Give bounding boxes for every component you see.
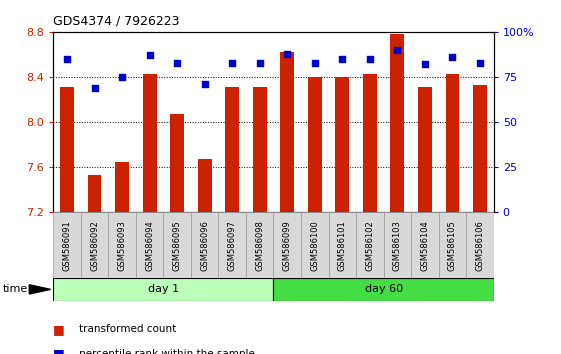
Point xyxy=(310,60,319,65)
Text: GSM586096: GSM586096 xyxy=(200,220,209,270)
Point xyxy=(420,62,429,67)
Bar xyxy=(198,159,211,212)
Text: GSM586102: GSM586102 xyxy=(365,220,374,270)
Bar xyxy=(273,278,494,301)
Bar xyxy=(301,212,329,278)
Bar xyxy=(171,114,184,212)
Text: GSM586106: GSM586106 xyxy=(475,220,484,270)
Text: GSM586091: GSM586091 xyxy=(63,220,72,270)
Text: GSM586097: GSM586097 xyxy=(228,220,237,270)
Bar xyxy=(136,212,163,278)
Bar xyxy=(473,85,487,212)
Text: GSM586105: GSM586105 xyxy=(448,220,457,270)
Point xyxy=(393,47,402,53)
Text: GSM586095: GSM586095 xyxy=(173,220,182,270)
Bar xyxy=(246,212,274,278)
Text: day 1: day 1 xyxy=(148,284,179,295)
Text: percentile rank within the sample: percentile rank within the sample xyxy=(79,349,255,354)
Point xyxy=(63,56,72,62)
Text: GSM586094: GSM586094 xyxy=(145,220,154,270)
Text: GSM586098: GSM586098 xyxy=(255,220,264,270)
Bar xyxy=(384,212,411,278)
Bar xyxy=(218,212,246,278)
Text: time: time xyxy=(3,284,28,295)
Bar xyxy=(439,212,466,278)
Text: transformed count: transformed count xyxy=(79,324,176,334)
Bar xyxy=(115,162,129,212)
Point xyxy=(90,85,99,91)
Point xyxy=(173,60,182,65)
Text: GSM586092: GSM586092 xyxy=(90,220,99,270)
Bar xyxy=(142,74,157,212)
Text: GSM586103: GSM586103 xyxy=(393,220,402,270)
Point xyxy=(255,60,264,65)
Text: GSM586093: GSM586093 xyxy=(118,220,127,270)
Bar xyxy=(53,278,274,301)
Bar xyxy=(280,52,294,212)
Point xyxy=(283,51,292,56)
Bar xyxy=(53,212,81,278)
Bar xyxy=(60,87,74,212)
Text: day 60: day 60 xyxy=(365,284,403,295)
Bar xyxy=(253,87,266,212)
Point xyxy=(448,54,457,60)
Bar xyxy=(81,212,108,278)
Text: GSM586101: GSM586101 xyxy=(338,220,347,270)
Point xyxy=(118,74,127,80)
Text: GDS4374 / 7926223: GDS4374 / 7926223 xyxy=(53,14,180,27)
Point xyxy=(145,52,154,58)
Point xyxy=(338,56,347,62)
Bar xyxy=(163,212,191,278)
Bar xyxy=(356,212,384,278)
Text: GSM586100: GSM586100 xyxy=(310,220,319,270)
Bar xyxy=(273,212,301,278)
Bar xyxy=(390,34,404,212)
Point xyxy=(365,56,374,62)
Bar xyxy=(466,212,494,278)
Polygon shape xyxy=(29,285,50,294)
Bar xyxy=(418,87,432,212)
Text: ■: ■ xyxy=(53,348,65,354)
Text: GSM586104: GSM586104 xyxy=(420,220,429,270)
Bar xyxy=(88,175,102,212)
Point xyxy=(475,60,484,65)
Bar xyxy=(329,212,356,278)
Bar xyxy=(411,212,439,278)
Bar xyxy=(226,87,239,212)
Point xyxy=(228,60,237,65)
Text: ■: ■ xyxy=(53,323,65,336)
Bar xyxy=(335,77,349,212)
Point xyxy=(200,81,209,87)
Bar xyxy=(308,77,321,212)
Bar xyxy=(191,212,218,278)
Bar xyxy=(445,74,459,212)
Bar xyxy=(108,212,136,278)
Bar xyxy=(363,74,376,212)
Text: GSM586099: GSM586099 xyxy=(283,220,292,270)
